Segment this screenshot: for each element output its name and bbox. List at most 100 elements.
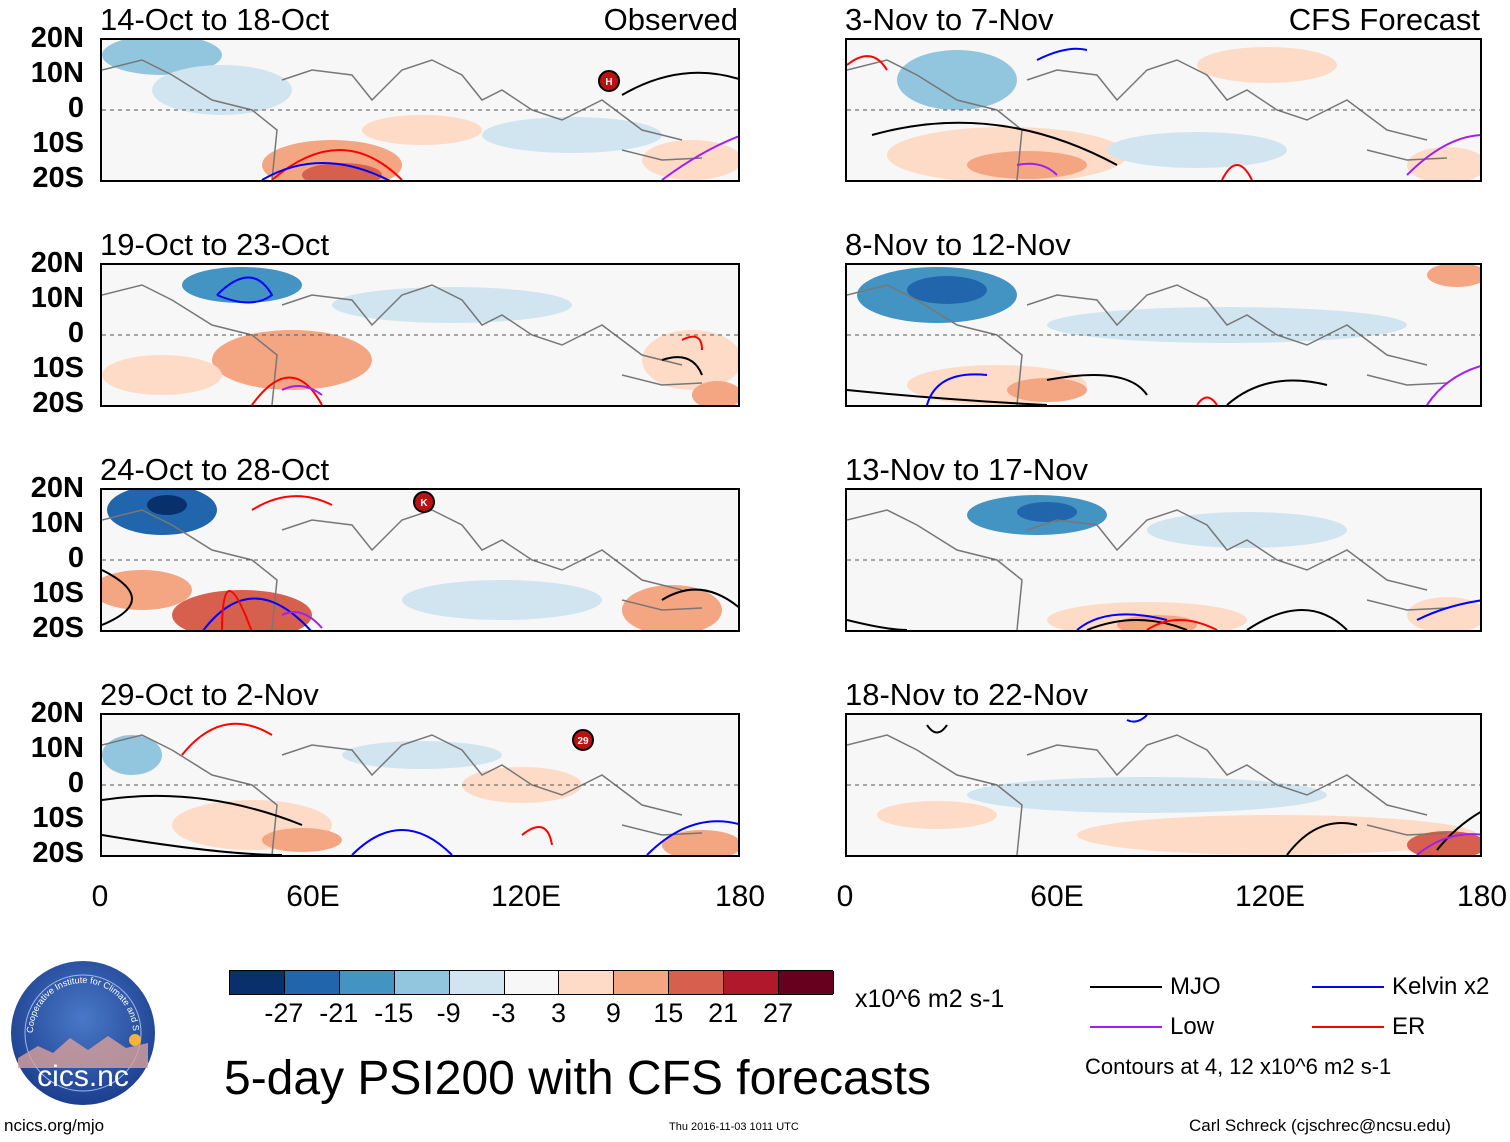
wave-contour (102, 834, 283, 855)
wave-contour (1416, 833, 1480, 855)
anomaly-shading (1107, 132, 1287, 168)
anomaly-shading (182, 267, 302, 303)
wave-contour (847, 55, 888, 71)
anomaly-shading (1077, 815, 1477, 855)
lat-label: 0 (67, 317, 84, 349)
anomaly-map (847, 495, 1480, 630)
lat-label: 10S (32, 802, 84, 834)
footer-url[interactable]: ncics.org/mjo (4, 1116, 105, 1135)
wave-contour (1436, 811, 1480, 851)
coastline (847, 284, 1448, 405)
lat-label: 10N (30, 57, 84, 89)
lon-label: 60E (286, 880, 340, 913)
panel-title: 19-Oct to 23-Oct (100, 227, 330, 262)
lon-label: 180 (714, 880, 766, 913)
map-frame (100, 263, 740, 407)
lat-label: 0 (67, 767, 84, 799)
legend-line-kelvin (1312, 986, 1384, 988)
anomaly-shading (662, 830, 738, 855)
lon-label: 60E (1030, 880, 1084, 913)
legend-line-mjo (1090, 986, 1162, 988)
lon-label: 120E (490, 880, 562, 913)
wave-contour (1036, 47, 1088, 61)
colorbar-cell (724, 971, 780, 994)
anomaly-shading (102, 570, 192, 610)
anomaly-shading (302, 163, 382, 180)
anomaly-shading (967, 151, 1087, 179)
anomaly-shading (907, 276, 987, 304)
coastline (102, 734, 703, 855)
wave-contour (1221, 164, 1253, 180)
anomaly-shading (1017, 502, 1077, 522)
wave-contour (661, 135, 738, 180)
anomaly-shading (102, 355, 222, 395)
colorbar-units: x10^6 m2 s-1 (855, 985, 1005, 1013)
wave-contour (871, 121, 1118, 166)
legend-label-low: Low (1170, 1013, 1215, 1040)
wave-contour (621, 71, 738, 96)
wave-contour (281, 385, 323, 396)
legend-line-er (1312, 1026, 1384, 1028)
wave-contour (847, 389, 1048, 405)
lat-label: 20N (30, 697, 84, 729)
map-frame (100, 713, 740, 857)
anomaly-shading (102, 40, 222, 75)
wave-contour (261, 162, 391, 180)
anomaly-shading (462, 767, 582, 803)
lat-label: 10S (32, 352, 84, 384)
lat-label: 20S (32, 612, 84, 644)
map-frame (845, 263, 1482, 407)
wave-contour (216, 276, 274, 304)
colorbar-tick-label: -21 (319, 998, 359, 1028)
anomaly-map (102, 40, 738, 180)
anomaly-map (102, 267, 738, 405)
coastline (102, 509, 703, 630)
anomaly-shading (1007, 378, 1087, 402)
panel-title: 8-Nov to 12-Nov (845, 227, 1071, 262)
panel-title: 29-Oct to 2-Nov (100, 677, 319, 712)
wave-contour (1016, 162, 1058, 176)
colorbar-tick-label: -9 (436, 998, 461, 1028)
lat-label: 20S (32, 837, 84, 869)
anomaly-shading (1147, 512, 1347, 548)
wave-contour (1246, 609, 1348, 630)
anomaly-shading (147, 495, 187, 515)
storm-marker: K (413, 491, 435, 513)
lat-label: 20S (32, 162, 84, 194)
lat-label: 10N (30, 507, 84, 539)
panel-title: 24-Oct to 28-Oct (100, 452, 330, 487)
main-title: 5-day PSI200 with CFS forecasts (224, 1052, 931, 1105)
wave-contour (181, 722, 273, 756)
anomaly-shading (897, 50, 1017, 110)
lon-label: 0 (836, 880, 854, 913)
anomaly-shading (172, 590, 312, 630)
anomaly-shading (1407, 147, 1480, 180)
wave-contour (661, 356, 703, 376)
anomaly-shading (152, 65, 292, 115)
legend-line-low (1090, 1026, 1162, 1028)
anomaly-shading (482, 117, 662, 153)
coastline (102, 59, 703, 180)
wave-contour (1286, 822, 1358, 855)
storm-marker: H (598, 70, 620, 92)
anomaly-shading (402, 580, 602, 620)
colorbar-cell (449, 971, 505, 994)
wave-contour (847, 619, 908, 630)
lat-label: 20S (32, 387, 84, 419)
lat-label: 0 (67, 542, 84, 574)
anomaly-shading (1407, 597, 1480, 630)
colorbar-cell (779, 971, 834, 994)
logo-text: cics.nc (37, 1060, 129, 1093)
colorbar-tick-label: -15 (374, 998, 414, 1028)
colorbar (229, 970, 834, 995)
colorbar-tick-label: 27 (763, 998, 794, 1028)
wave-contour (926, 724, 948, 734)
wave-contour (1416, 599, 1480, 621)
map-frame (845, 713, 1482, 857)
anomaly-map (847, 715, 1480, 855)
lat-label: 10S (32, 577, 84, 609)
panel-title: 14-Oct to 18-Oct (100, 2, 330, 37)
contours-note: Contours at 4, 12 x10^6 m2 s-1 (1085, 1054, 1392, 1079)
anomaly-shading (967, 777, 1327, 813)
coastline (847, 509, 1448, 630)
